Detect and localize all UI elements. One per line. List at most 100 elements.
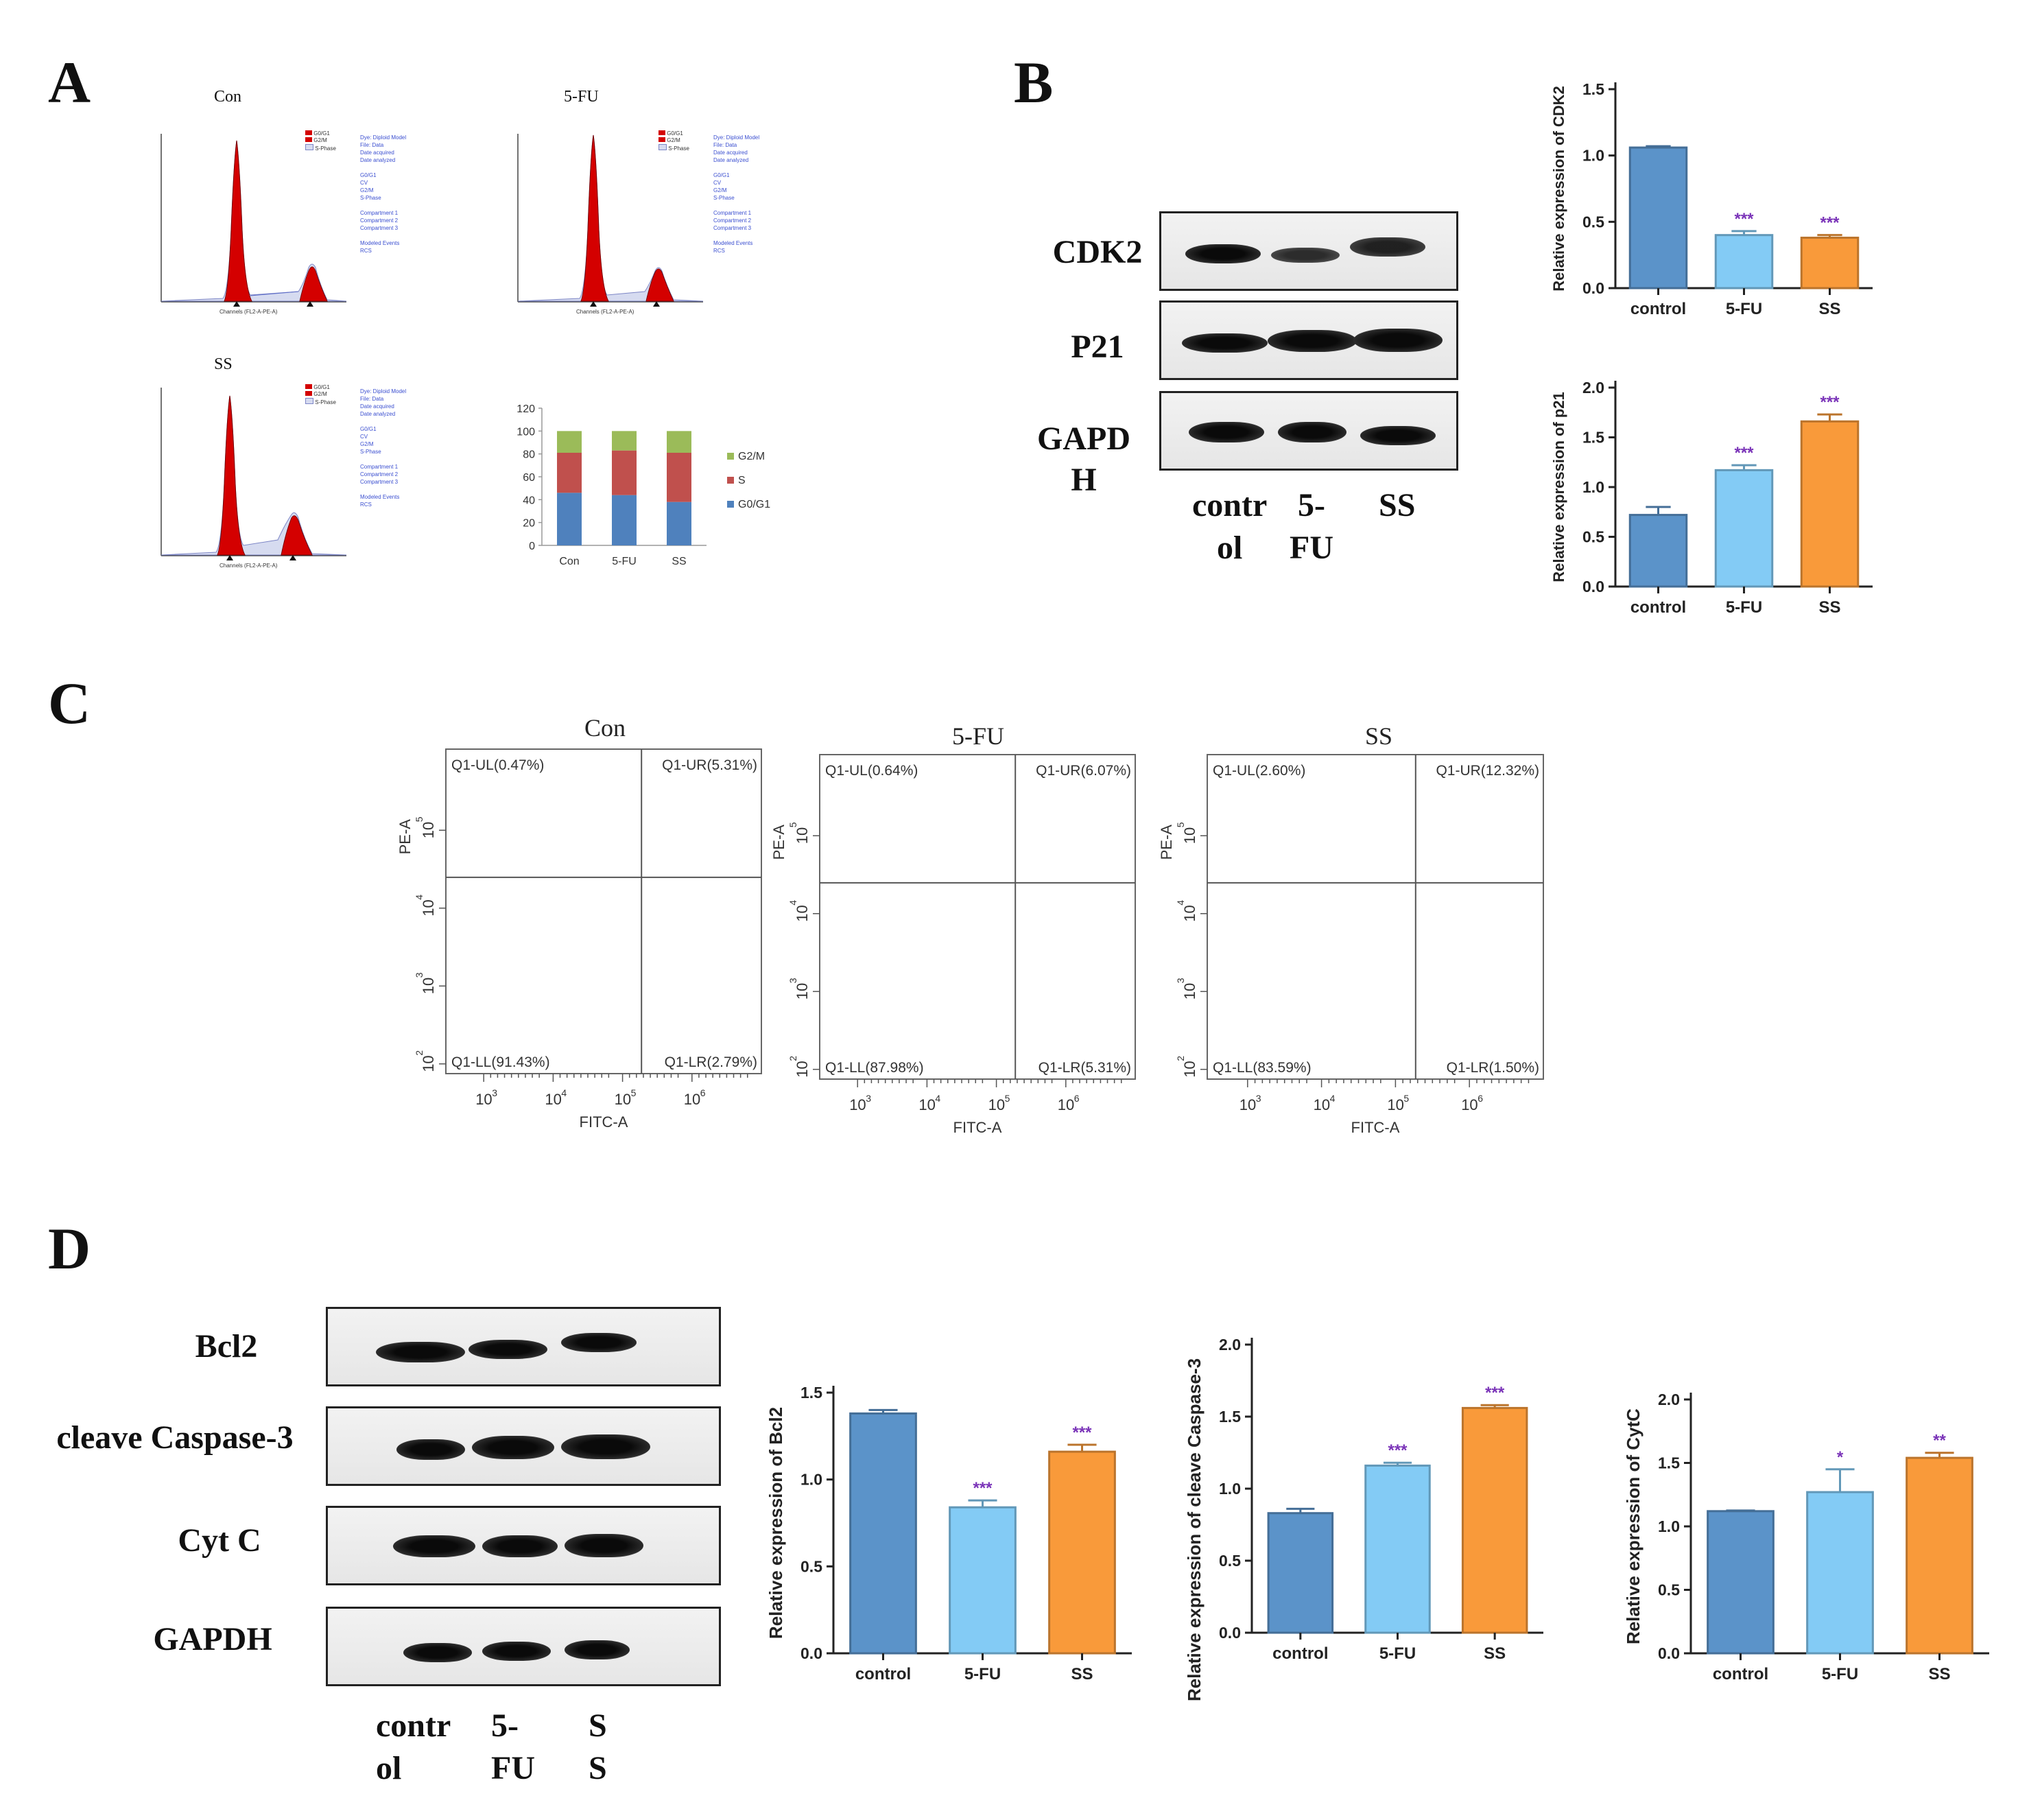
- x-tick-label: control: [855, 1665, 911, 1683]
- x-tick-label: 5-FU: [612, 556, 637, 567]
- bar-chart-cytc: 0.0 0.5 1.0 1.5 2.0 Relative expression of Cy…: [1623, 1391, 1989, 1683]
- x-tick-exp: 4: [561, 1087, 567, 1098]
- bar-5-FU: [1806, 1491, 1874, 1655]
- panel-letter-a: A: [48, 49, 91, 115]
- stacked-bar-G2/M: [557, 431, 582, 453]
- y-tick-label: 0.0: [1658, 1644, 1680, 1662]
- y-tick-exp: 2: [1175, 1056, 1186, 1061]
- blot-label-gapdh-b: GAPD H: [1037, 421, 1130, 498]
- hist-stats-ss: Dye: Diploid Model File: Data Date acquire…: [360, 388, 407, 508]
- significance-mark: ***: [1820, 393, 1840, 412]
- y-tick-label: 0: [529, 541, 535, 552]
- quadrant-ll-label: Q1-LL(87.98%): [825, 1060, 924, 1076]
- bar-chart-caspase3: 0.0 0.5 1.0 1.5 2.0 Relative expression of cl…: [1184, 1336, 1543, 1701]
- blot-caspase3: [326, 1406, 721, 1486]
- y-tick-exp: 2: [787, 1056, 798, 1061]
- x-tick-label: Con: [559, 556, 579, 567]
- quadrant-ul-label: Q1-UL(0.47%): [451, 757, 544, 773]
- y-tick-label: 40: [523, 495, 535, 506]
- bar-control: [849, 1412, 917, 1655]
- y-tick-label: 10: [420, 978, 437, 994]
- significance-mark: ***: [1820, 214, 1840, 233]
- y-axis-label: PE-A: [1158, 825, 1175, 860]
- x-tick-exp: 4: [935, 1093, 940, 1104]
- significance-mark: ***: [1072, 1423, 1092, 1442]
- x-tick-label: 5-FU: [964, 1665, 1001, 1683]
- y-tick-label: 0.0: [1582, 279, 1604, 297]
- hist-title-ss: SS: [214, 355, 233, 373]
- x-tick-label: 10: [684, 1091, 700, 1108]
- y-tick-label: 0.5: [1582, 213, 1604, 231]
- x-tick-exp: 3: [866, 1093, 871, 1104]
- stacked-bar-G0/G1: [612, 495, 637, 545]
- y-axis-label: Relative expression of CDK2: [1550, 86, 1567, 292]
- hist-title-con: Con: [214, 88, 242, 106]
- blot-gapdh-b: [1159, 391, 1458, 471]
- y-tick-label: 10: [794, 1061, 811, 1077]
- plot-frame: [819, 754, 1136, 1080]
- blot-gapdh-d: [326, 1607, 721, 1686]
- y-tick-label: 2.0: [1219, 1336, 1241, 1354]
- quadrant-lr-label: Q1-LR(2.79%): [665, 1054, 757, 1070]
- x-tick-label: 10: [1058, 1096, 1074, 1113]
- quadrant-lr-label: Q1-LR(1.50%): [1447, 1060, 1539, 1076]
- quadrant-ur-label: Q1-UR(5.31%): [662, 757, 757, 773]
- quadrant-ll-label: Q1-LL(91.43%): [451, 1054, 550, 1070]
- y-tick-label: 10: [420, 1055, 437, 1072]
- legend-label: S: [738, 475, 746, 486]
- x-tick-label: control: [1630, 598, 1686, 617]
- x-tick-label: SS: [1928, 1665, 1950, 1683]
- significance-mark: ***: [1734, 210, 1754, 228]
- lane-label-control-b: contr ol: [1192, 487, 1268, 566]
- x-tick-label: 10: [1314, 1096, 1330, 1113]
- y-tick-label: 0.5: [1658, 1581, 1680, 1599]
- hist-legend-con: G0/G1 G2/M S-Phase: [305, 130, 336, 152]
- bar-SS: [1800, 237, 1860, 289]
- x-tick-exp: 6: [700, 1087, 706, 1098]
- x-tick-label: 10: [918, 1096, 935, 1113]
- y-axis-label: Relative expression of cleave Caspase-3: [1184, 1358, 1205, 1701]
- blot-label-gapdh-d: GAPDH: [153, 1621, 272, 1657]
- flow-plot-ss: Q1-UL(2.60%) Q1-UR(12.32%) Q1-LL(83.59%) Q1…: [1158, 754, 1544, 1136]
- y-tick-exp: 3: [1175, 978, 1186, 983]
- y-axis-label: Relative expression of CytC: [1623, 1408, 1644, 1644]
- bar-5-FU: [1714, 469, 1774, 588]
- x-tick-label: 5-FU: [1379, 1644, 1416, 1663]
- bar-SS: [1906, 1456, 1973, 1655]
- bar-control: [1628, 146, 1688, 289]
- y-tick-exp: 3: [787, 978, 798, 983]
- bar-chart-cdk2: 0.0 0.5 1.0 1.5 Relative expression of CDK2 c…: [1550, 80, 1873, 318]
- y-tick-label: 2.0: [1582, 379, 1604, 397]
- x-tick-exp: 3: [1256, 1093, 1261, 1104]
- y-tick-label: 2.0: [1658, 1391, 1680, 1408]
- y-tick-label: 10: [794, 905, 811, 921]
- blot-label-bcl2: Bcl2: [195, 1328, 258, 1364]
- y-tick-exp: 3: [414, 972, 425, 978]
- blot-cdk2: [1159, 211, 1458, 291]
- y-tick-exp: 5: [787, 822, 798, 827]
- y-tick-label: 100: [517, 426, 535, 438]
- bar-control: [1707, 1510, 1775, 1655]
- x-tick-exp: 3: [492, 1087, 497, 1098]
- legend-swatch: [727, 477, 734, 484]
- x-tick-label: 10: [615, 1091, 631, 1108]
- y-tick-exp: 4: [1175, 900, 1186, 906]
- stacked-bar-G0/G1: [557, 493, 582, 545]
- hist-legend-ss: G0/G1 G2/M S-Phase: [305, 384, 336, 406]
- y-tick-label: 120: [517, 403, 535, 415]
- lane-label-5fu-b: 5- FU: [1290, 487, 1333, 566]
- y-tick-label: 0.0: [1219, 1624, 1241, 1642]
- x-tick-label: control: [1713, 1665, 1768, 1683]
- x-tick-label: 10: [545, 1091, 561, 1108]
- stacked-bar-S: [557, 453, 582, 493]
- hist-title-5fu: 5-FU: [564, 88, 599, 106]
- y-tick-label: 1.0: [1658, 1517, 1680, 1535]
- panel-letter-d: D: [48, 1216, 91, 1281]
- x-tick-label: 5-FU: [1726, 300, 1762, 318]
- hist-stats-5fu: Dye: Diploid Model File: Data Date acquire…: [713, 134, 760, 254]
- y-tick-label: 1.0: [1219, 1480, 1241, 1498]
- y-tick-exp: 4: [414, 895, 425, 900]
- y-tick-label: 1.5: [800, 1384, 822, 1402]
- quadrant-ul-label: Q1-UL(0.64%): [825, 763, 918, 779]
- significance-mark: *: [1837, 1448, 1844, 1467]
